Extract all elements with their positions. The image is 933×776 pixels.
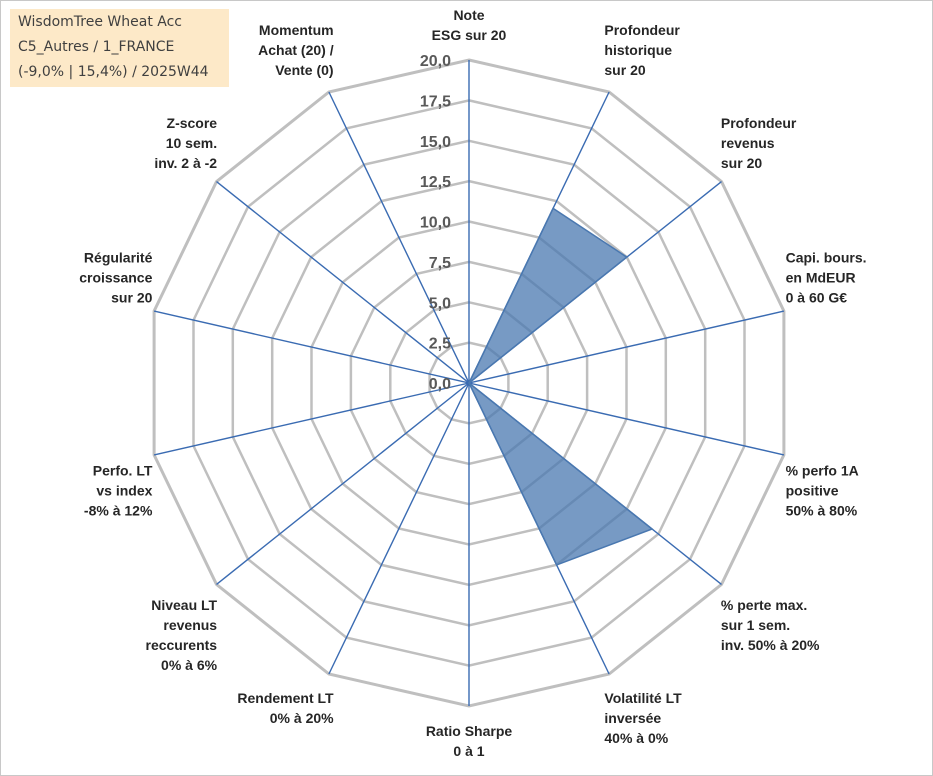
axis-label-line: 40% à 0% (604, 730, 668, 746)
axis-label-line: Rendement LT (237, 690, 334, 706)
axis-label-line: historique (604, 42, 672, 58)
axis-label-line: -8% à 12% (84, 503, 153, 519)
spoke-12 (216, 181, 470, 384)
tick-label: 20,0 (420, 53, 451, 70)
series-layer (467, 207, 654, 566)
axis-label-line: sur 20 (111, 290, 152, 306)
axis-label-line: Z-score (167, 115, 218, 131)
axis-label-line: revenus (721, 135, 775, 151)
axis-label-line: Volatilité LT (604, 690, 682, 706)
axis-label-line: sur 20 (604, 62, 645, 78)
axis-label-line: 0 à 1 (453, 743, 484, 759)
spoke-11 (153, 310, 470, 384)
axis-label-line: 0% à 20% (270, 710, 334, 726)
fund-name: WisdomTree Wheat Acc (18, 14, 183, 30)
axis-label-line: Vente (0) (275, 62, 333, 78)
axis-label-line: Perfo. LT (93, 463, 153, 479)
axis-label-line: sur 1 sem. (721, 617, 790, 633)
axis-label-line: Régularité (84, 250, 153, 266)
axis-label-10: Perfo. LT vs index -8% à 12% (84, 463, 153, 519)
axis-label-line: inv. 50% à 20% (721, 637, 820, 653)
spoke-8 (328, 382, 470, 675)
spoke-9 (216, 382, 470, 585)
axis-label-line: inversée (604, 710, 661, 726)
tick-label: 10,0 (420, 215, 451, 232)
axis-label-4: % perfo 1A positive 50% à 80% (786, 463, 859, 519)
spoke-13 (328, 91, 470, 384)
axis-label-2: Profondeur revenus sur 20 (721, 115, 797, 171)
axis-label-line: 0 à 60 G€ (786, 290, 848, 306)
series-area-0 (467, 207, 654, 566)
axis-label-line: Capi. bours. (786, 250, 867, 266)
axis-label-line: revenus (163, 617, 217, 633)
axis-label-line: sur 20 (721, 155, 762, 171)
axis-label-1: Profondeur historique sur 20 (604, 22, 680, 78)
axis-label-line: croissance (79, 270, 152, 286)
spoke-10 (153, 382, 470, 456)
axis-label-9: Niveau LT revenus reccurents 0% à 6% (146, 597, 218, 673)
axis-label-5: % perte max. sur 1 sem. inv. 50% à 20% (721, 597, 820, 653)
axis-label-3: Capi. bours. en MdEUR 0 à 60 G€ (786, 250, 867, 306)
axis-label-11: Régularité croissance sur 20 (79, 250, 152, 306)
tick-label: 12,5 (420, 174, 451, 191)
axis-label-line: en MdEUR (786, 270, 856, 286)
axis-label-line: Momentum (259, 22, 334, 38)
axis-label-13: Momentum Achat (20) / Vente (0) (258, 22, 334, 78)
tick-label: 17,5 (420, 93, 451, 110)
axis-label-line: 50% à 80% (786, 503, 858, 519)
axis-label-line: inv. 2 à -2 (154, 155, 217, 171)
axis-label-12: Z-score 10 sem. inv. 2 à -2 (154, 115, 217, 171)
axis-label-line: % perfo 1A (786, 463, 859, 479)
axis-label-line: ESG sur 20 (432, 27, 507, 43)
axis-label-line: Profondeur (721, 115, 797, 131)
spoke-4 (468, 382, 785, 456)
tick-label: 7,5 (429, 255, 451, 272)
tick-label: 0,0 (429, 376, 451, 393)
fund-category: C5_Autres / 1_FRANCE (18, 39, 175, 55)
fund-range-week: (-9,0% | 15,4%) / 2025W44 (18, 64, 209, 80)
chart-info-box: WisdomTree Wheat Acc C5_Autres / 1_FRANC… (10, 9, 229, 87)
axis-label-line: Ratio Sharpe (426, 723, 513, 739)
tick-label: 5,0 (429, 295, 451, 312)
axis-label-line: positive (786, 483, 839, 499)
axis-label-layer: Note ESG sur 20 Profondeur historique sur 20… (79, 7, 866, 759)
axis-label-line: reccurents (146, 637, 218, 653)
spoke-3 (468, 310, 785, 384)
axis-label-8: Rendement LT 0% à 20% (237, 690, 334, 726)
axis-label-line: Profondeur (604, 22, 680, 38)
axis-label-line: vs index (96, 483, 152, 499)
axis-label-line: Achat (20) / (258, 42, 334, 58)
axis-label-6: Volatilité LT inversée 40% à 0% (604, 690, 682, 746)
tick-label: 2,5 (429, 336, 451, 353)
axis-label-line: 10 sem. (166, 135, 217, 151)
axis-label-line: Note (453, 7, 484, 23)
axis-label-line: % perte max. (721, 597, 807, 613)
axis-label-line: 0% à 6% (161, 657, 218, 673)
axis-label-line: Niveau LT (151, 597, 217, 613)
axis-label-0: Note ESG sur 20 (432, 7, 507, 43)
tick-label: 15,0 (420, 134, 451, 151)
axis-label-7: Ratio Sharpe 0 à 1 (426, 723, 513, 759)
tick-label-layer: 0,0 2,5 5,0 7,5 10,0 12,5 15,0 17,5 20,0 (420, 53, 451, 393)
